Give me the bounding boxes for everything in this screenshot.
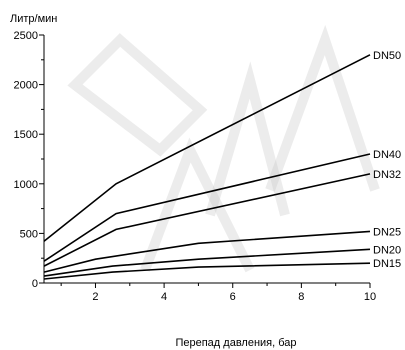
y-tick-label: 2500	[14, 30, 38, 42]
y-tick-label: 1500	[14, 129, 38, 141]
y-tick-label: 0	[32, 278, 38, 290]
series-line-dn15	[43, 262, 371, 280]
series-label-dn40: DN40	[373, 149, 401, 161]
y-tick-label: 500	[20, 228, 38, 240]
series-label-dn20: DN20	[373, 244, 401, 256]
series-line-dn50	[43, 54, 371, 242]
y-tick-label: 1000	[14, 179, 38, 191]
x-tick-label: 6	[230, 291, 236, 303]
series-label-dn32: DN32	[373, 169, 401, 181]
series-label-dn50: DN50	[373, 50, 401, 62]
series-line-dn20	[43, 248, 371, 277]
series-line-dn25	[43, 230, 371, 273]
x-tick-label: 10	[364, 291, 376, 303]
x-tick-label: 2	[92, 291, 98, 303]
series-group: DN50 DN40 DN32 DN25 DN20 DN15	[43, 50, 401, 280]
ticks: 0 500 1000 1500 2000 2500 2 4 6 8 10	[14, 30, 377, 303]
y-tick-label: 2000	[14, 80, 38, 92]
series-label-dn15: DN15	[373, 258, 401, 270]
x-axis-label: Перепад давления, бар	[175, 337, 296, 349]
series-line-dn40	[43, 153, 371, 262]
watermark	[67, 24, 380, 273]
series-label-dn25: DN25	[373, 226, 401, 238]
series-line-dn32	[43, 173, 371, 267]
x-tick-label: 4	[161, 291, 167, 303]
x-tick-label: 8	[298, 291, 304, 303]
y-axis-label: Литр/мин	[10, 13, 57, 25]
